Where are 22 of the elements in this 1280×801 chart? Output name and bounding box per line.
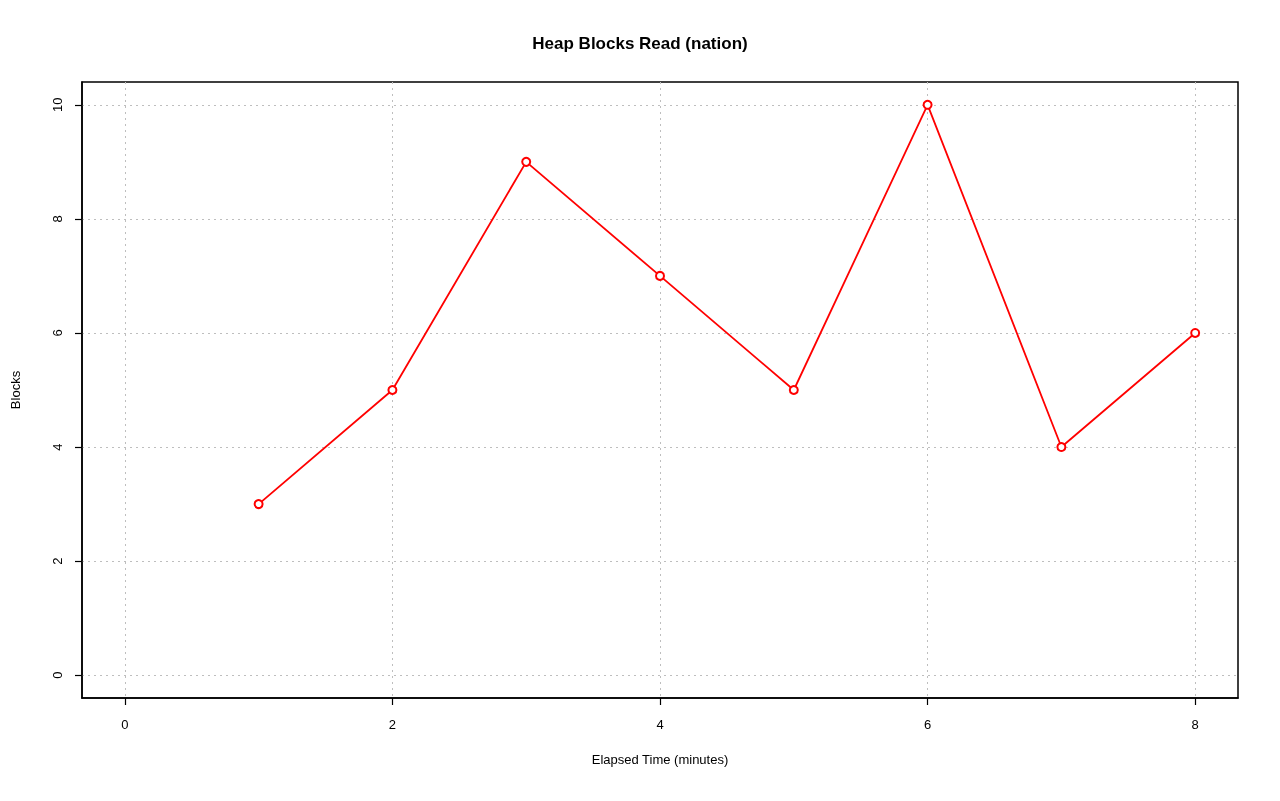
x-tick-label: 6 bbox=[923, 717, 932, 732]
point bbox=[1056, 442, 1067, 453]
point bbox=[1190, 327, 1201, 338]
x-tick-label: 8 bbox=[1191, 717, 1199, 732]
x-tick-label: 4 bbox=[656, 717, 664, 732]
point bbox=[655, 270, 665, 281]
chart-title: Heap Blocks Read (nation) bbox=[532, 34, 748, 53]
y-tick-label: 0 bbox=[50, 671, 65, 679]
point bbox=[521, 156, 532, 167]
point bbox=[253, 499, 264, 510]
y-tick-label: 10 bbox=[50, 97, 65, 113]
x-tick-label: 0 bbox=[121, 717, 129, 732]
point bbox=[922, 99, 933, 110]
point bbox=[387, 385, 398, 395]
y-axis-title: Blocks bbox=[8, 370, 23, 410]
y-tick-label: 6 bbox=[50, 329, 65, 337]
x-tick-label: 2 bbox=[388, 717, 397, 732]
y-tick-label: 8 bbox=[50, 215, 65, 223]
y-tick-label: 4 bbox=[50, 443, 65, 451]
point bbox=[788, 385, 799, 395]
y-tick-label: 2 bbox=[50, 557, 65, 565]
x-axis-title: Elapsed Time (minutes) bbox=[591, 752, 729, 767]
